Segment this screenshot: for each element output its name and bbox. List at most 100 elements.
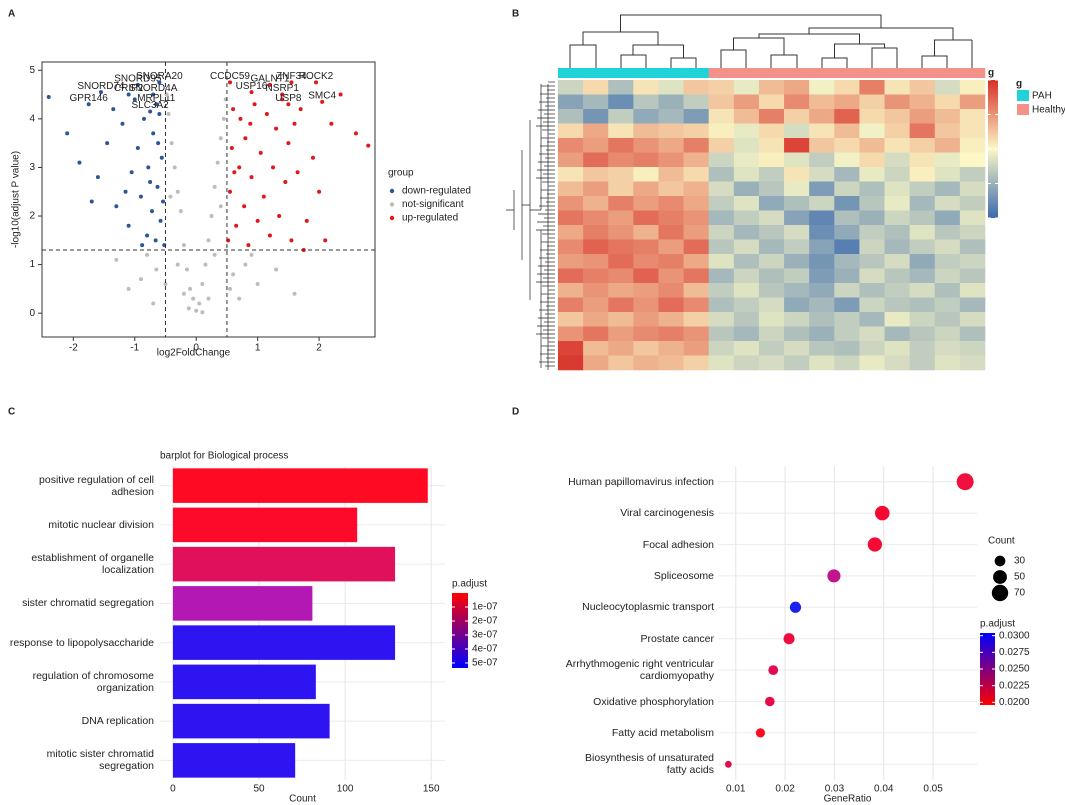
category-label: sister chromatid segregation bbox=[22, 597, 154, 610]
column-annotation bbox=[834, 68, 860, 78]
heatmap-cell bbox=[708, 225, 735, 240]
colorbar-title: p.adjust bbox=[452, 579, 487, 590]
bar bbox=[172, 703, 330, 739]
heatmap-cell bbox=[558, 254, 584, 269]
heatmap-cell bbox=[784, 123, 810, 139]
column-annotation bbox=[809, 68, 835, 78]
legend-label: Healthy bbox=[1032, 105, 1065, 116]
heatmap-cell bbox=[884, 80, 910, 95]
point bbox=[323, 238, 328, 243]
point bbox=[178, 209, 183, 214]
heatmap-cell bbox=[658, 239, 684, 255]
point bbox=[206, 238, 211, 243]
heatmap-cell bbox=[708, 167, 735, 182]
heatmap-cell bbox=[959, 297, 986, 313]
heatmap-cell bbox=[934, 312, 961, 327]
heatmap-cell bbox=[859, 181, 885, 197]
point bbox=[194, 308, 199, 313]
x-tick-label: 1 bbox=[255, 343, 261, 354]
labeled-point bbox=[289, 80, 294, 85]
x-tick-label: 50 bbox=[253, 784, 265, 795]
heatmap-cell bbox=[909, 254, 936, 269]
heatmap-cell bbox=[733, 181, 760, 197]
heatmap-cell bbox=[558, 312, 584, 327]
column-annotation bbox=[558, 68, 584, 78]
point bbox=[200, 310, 205, 315]
heatmap-cell bbox=[558, 167, 584, 182]
heatmap-cell bbox=[934, 152, 961, 168]
legend-label: down-regulated bbox=[402, 186, 471, 197]
heatmap-cell bbox=[859, 225, 885, 240]
category-label: Focal adhesion bbox=[642, 538, 714, 551]
point bbox=[215, 160, 220, 165]
heatmap-cell bbox=[859, 326, 885, 342]
heatmap-cell bbox=[583, 326, 609, 342]
x-tick-label: -2 bbox=[69, 343, 78, 354]
point bbox=[146, 165, 151, 170]
heatmap-cell bbox=[809, 196, 835, 211]
point bbox=[261, 194, 266, 199]
heatmap-cell bbox=[658, 210, 684, 226]
x-tick-label: 0 bbox=[193, 343, 199, 354]
heatmap-cell bbox=[758, 239, 785, 255]
heatmap-cell bbox=[733, 283, 760, 298]
labeled-point bbox=[151, 92, 156, 97]
heatmap-cell bbox=[934, 181, 961, 197]
heatmap-cell bbox=[708, 239, 735, 255]
point-label: MRPL11 bbox=[137, 93, 176, 104]
heatmap-cell bbox=[834, 254, 860, 269]
heatmap-cell bbox=[708, 196, 735, 211]
heatmap-cell bbox=[708, 94, 735, 110]
dot bbox=[827, 569, 841, 583]
heatmap-cell bbox=[708, 109, 735, 124]
heatmap-cell bbox=[733, 94, 760, 110]
heatmap-cell bbox=[683, 196, 710, 211]
column-annotation bbox=[583, 68, 609, 78]
heatmap-cell bbox=[959, 225, 986, 240]
heatmap-cell bbox=[809, 268, 835, 284]
heatmap-cell bbox=[733, 341, 760, 356]
bar bbox=[172, 468, 428, 503]
heatmap-cell bbox=[733, 355, 760, 371]
labeled-point bbox=[249, 90, 254, 95]
heatmap-cell bbox=[733, 326, 760, 342]
point bbox=[135, 145, 140, 150]
heatmap-cell bbox=[809, 80, 835, 95]
heatmap-cell bbox=[633, 254, 659, 269]
bar bbox=[172, 743, 296, 778]
point-label: SLC3A2 bbox=[132, 100, 170, 111]
heatmap-cell bbox=[959, 181, 986, 197]
point bbox=[140, 243, 145, 248]
heatmap-cell bbox=[658, 341, 684, 356]
heatmap-cell bbox=[733, 297, 760, 313]
heatmap-cell bbox=[859, 138, 885, 153]
heatmap-cell bbox=[909, 355, 936, 371]
heatmap-cell bbox=[583, 138, 609, 153]
heatmap-cell bbox=[583, 181, 609, 197]
point bbox=[77, 160, 82, 165]
point bbox=[237, 296, 242, 301]
size-legend-title: Count bbox=[988, 536, 1015, 547]
heatmap-cell bbox=[558, 138, 584, 153]
heatmap-cell bbox=[608, 181, 634, 197]
labeled-point bbox=[314, 80, 319, 85]
heatmap-cell bbox=[809, 312, 835, 327]
heatmap-cell bbox=[758, 225, 785, 240]
colorbar-tick-label: 0.0275 bbox=[999, 647, 1030, 658]
dendrogram-branch bbox=[506, 84, 549, 370]
heatmap-cell bbox=[583, 109, 609, 124]
plot-frame bbox=[41, 61, 376, 338]
heatmap-cell bbox=[784, 225, 810, 240]
heatmap-cell bbox=[834, 297, 860, 313]
dot bbox=[875, 505, 890, 521]
heatmap-cell bbox=[784, 109, 810, 124]
point bbox=[283, 180, 288, 185]
heatmap-cell bbox=[708, 341, 735, 356]
point bbox=[156, 141, 161, 146]
colorbar bbox=[980, 633, 995, 705]
size-legend-dot bbox=[994, 555, 1006, 567]
point bbox=[252, 102, 257, 107]
heatmap-cell bbox=[633, 341, 659, 356]
dot bbox=[956, 473, 974, 491]
point bbox=[197, 301, 202, 306]
